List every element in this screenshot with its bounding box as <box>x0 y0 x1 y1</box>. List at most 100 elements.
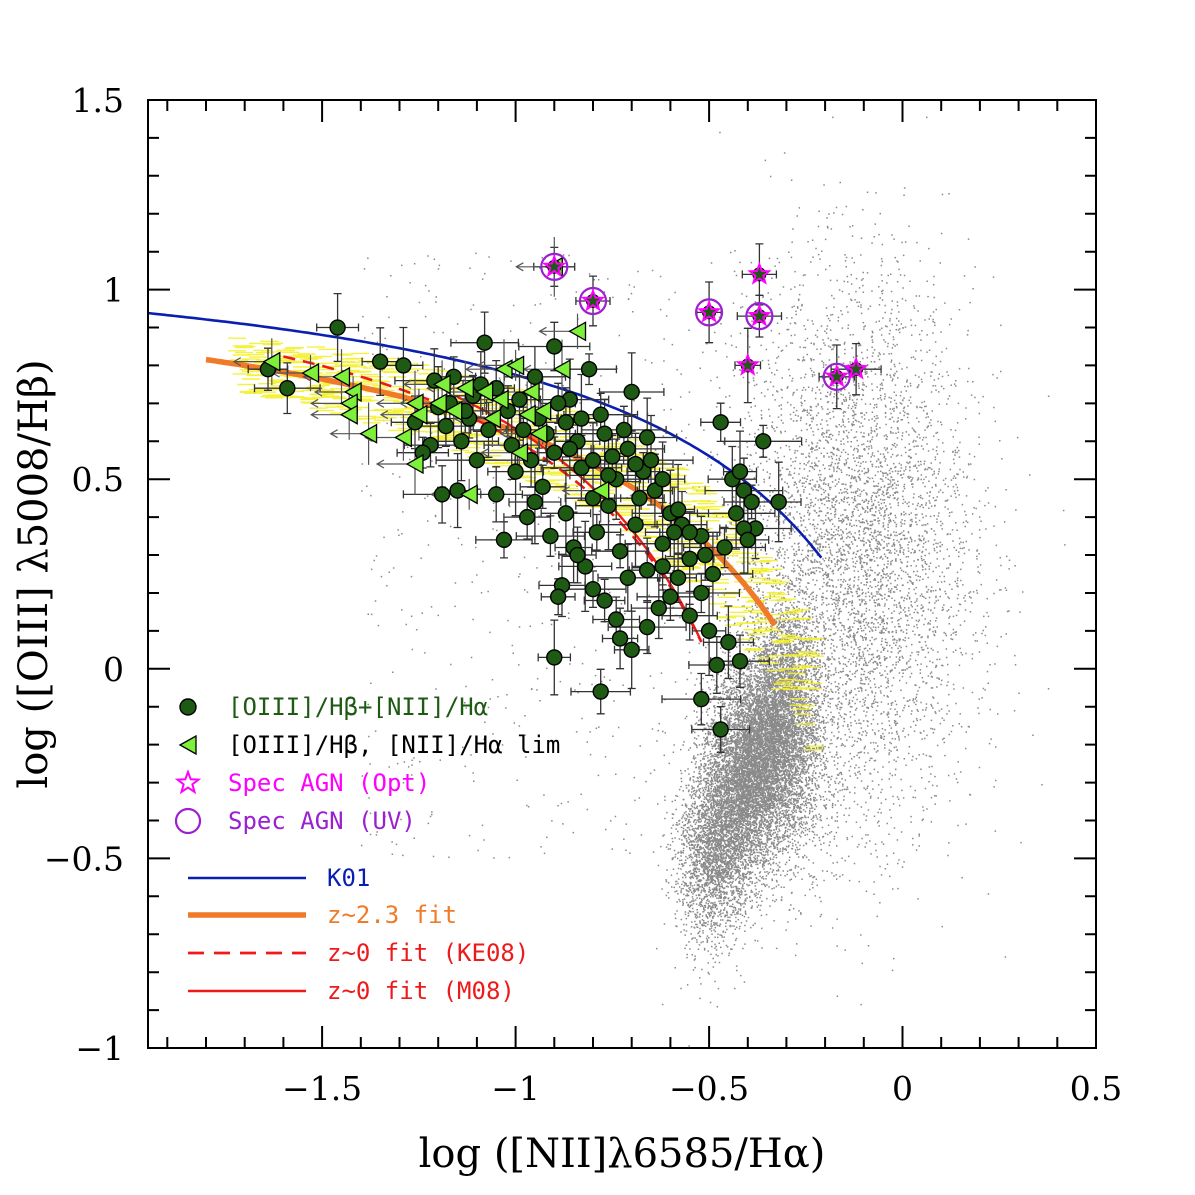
detection-point <box>619 569 637 586</box>
legend: [OIII]/Hβ+[NII]/Hα [OIII]/Hβ, [NII]/Hα li… <box>174 693 560 1005</box>
agn-uv-point <box>694 298 724 327</box>
limit-point <box>428 393 447 414</box>
detection-point <box>650 599 667 617</box>
limit-point <box>394 427 413 448</box>
detection-point <box>546 444 563 461</box>
legend-detections-symbol <box>179 698 197 716</box>
detection-point <box>731 653 749 670</box>
agn-opt-point <box>696 299 722 323</box>
limit-point <box>483 408 502 429</box>
limit-point <box>359 423 378 444</box>
detection-point <box>507 463 524 480</box>
detection-point <box>681 607 698 624</box>
detection-point <box>623 641 640 659</box>
detection-point <box>549 395 567 412</box>
detection-point <box>743 493 760 511</box>
detection-point <box>770 493 787 511</box>
y-tick-label: 0 <box>103 650 124 689</box>
detection-point <box>604 448 621 465</box>
limit-point <box>475 381 494 403</box>
detection-point <box>546 649 563 666</box>
detection-point <box>712 414 729 431</box>
detection-point <box>638 562 656 579</box>
detection-point <box>669 569 687 586</box>
detection-point <box>611 543 629 560</box>
detection-point <box>600 497 617 514</box>
limit-point <box>432 374 451 395</box>
data-points <box>259 252 869 738</box>
axis-ticks <box>148 99 1097 1049</box>
y-tick-label: −1 <box>75 1029 124 1068</box>
detection-point <box>534 478 551 495</box>
sdss-cloud <box>360 116 1066 1047</box>
detection-point <box>654 558 671 575</box>
x-tick-label: −1.5 <box>282 1069 362 1108</box>
detection-point <box>631 489 648 507</box>
detection-point <box>607 611 625 628</box>
limit-point <box>459 484 478 505</box>
detection-point <box>619 440 637 458</box>
detection-point <box>519 508 536 526</box>
limit-point <box>455 378 474 399</box>
detection-point <box>700 622 718 640</box>
detection-point <box>696 546 714 564</box>
detection-point <box>592 406 609 423</box>
detection-point <box>577 558 594 575</box>
agn-uv-point <box>540 252 569 281</box>
agn-uv-point <box>578 286 608 316</box>
y-tick-label: 0.5 <box>72 460 124 499</box>
limit-point <box>262 351 281 372</box>
detection-point <box>515 421 532 439</box>
detection-point <box>739 531 756 549</box>
detection-point <box>511 391 528 408</box>
legend-agn-uv-label: Spec AGN (UV) <box>228 807 416 835</box>
y-tick-label: 1.5 <box>72 81 124 120</box>
detection-point <box>662 588 679 605</box>
axes: −1.5 −1 −0.5 0 0.5 −1 −0.5 0 0.5 1 1.5 log ([NII]λ6… <box>11 81 1122 1177</box>
detection-point <box>654 535 671 552</box>
limit-point <box>332 366 351 387</box>
limit-point <box>405 393 424 414</box>
detection-point <box>596 425 613 442</box>
detection-point <box>526 368 544 386</box>
detection-point <box>693 584 710 602</box>
limit-point <box>591 480 610 501</box>
agn-opt-point <box>747 303 772 327</box>
legend-m08-label: z~0 fit (M08) <box>327 977 515 1005</box>
limit-point <box>506 355 525 376</box>
limit-point <box>409 404 428 425</box>
detection-point <box>627 455 644 473</box>
detection-point <box>580 361 598 378</box>
limit-point <box>568 321 587 342</box>
detection-point <box>611 630 629 647</box>
detection-point <box>476 334 493 351</box>
limit-point <box>301 362 320 384</box>
legend-ke08-label: z~0 fit (KE08) <box>327 939 529 967</box>
detection-point <box>596 592 613 609</box>
legend-agn-uv-symbol <box>174 807 202 835</box>
legend-k01-label: K01 <box>327 864 370 892</box>
detection-point <box>557 414 575 431</box>
detection-point <box>666 524 683 541</box>
detection-point <box>584 580 602 598</box>
legend-agn-opt-symbol <box>174 769 202 795</box>
detection-point <box>480 421 497 439</box>
limit-point <box>490 389 509 410</box>
detection-point <box>584 452 602 469</box>
agn-opt-point <box>542 253 567 278</box>
sdss-galaxies <box>360 116 1066 1047</box>
detection-point <box>453 433 470 450</box>
detection-point <box>329 319 346 336</box>
detection-point <box>526 493 544 511</box>
detection-point <box>437 417 455 435</box>
legend-z23-label: z~2.3 fit <box>327 901 457 929</box>
x-tick-label: 0.5 <box>1070 1069 1122 1108</box>
detection-point <box>755 433 772 450</box>
detection-point <box>592 683 609 700</box>
detection-point <box>561 440 578 458</box>
detection-point <box>623 383 640 401</box>
x-tick-label: −0.5 <box>669 1069 749 1108</box>
limit-point <box>510 442 529 463</box>
detection-point <box>704 565 722 583</box>
